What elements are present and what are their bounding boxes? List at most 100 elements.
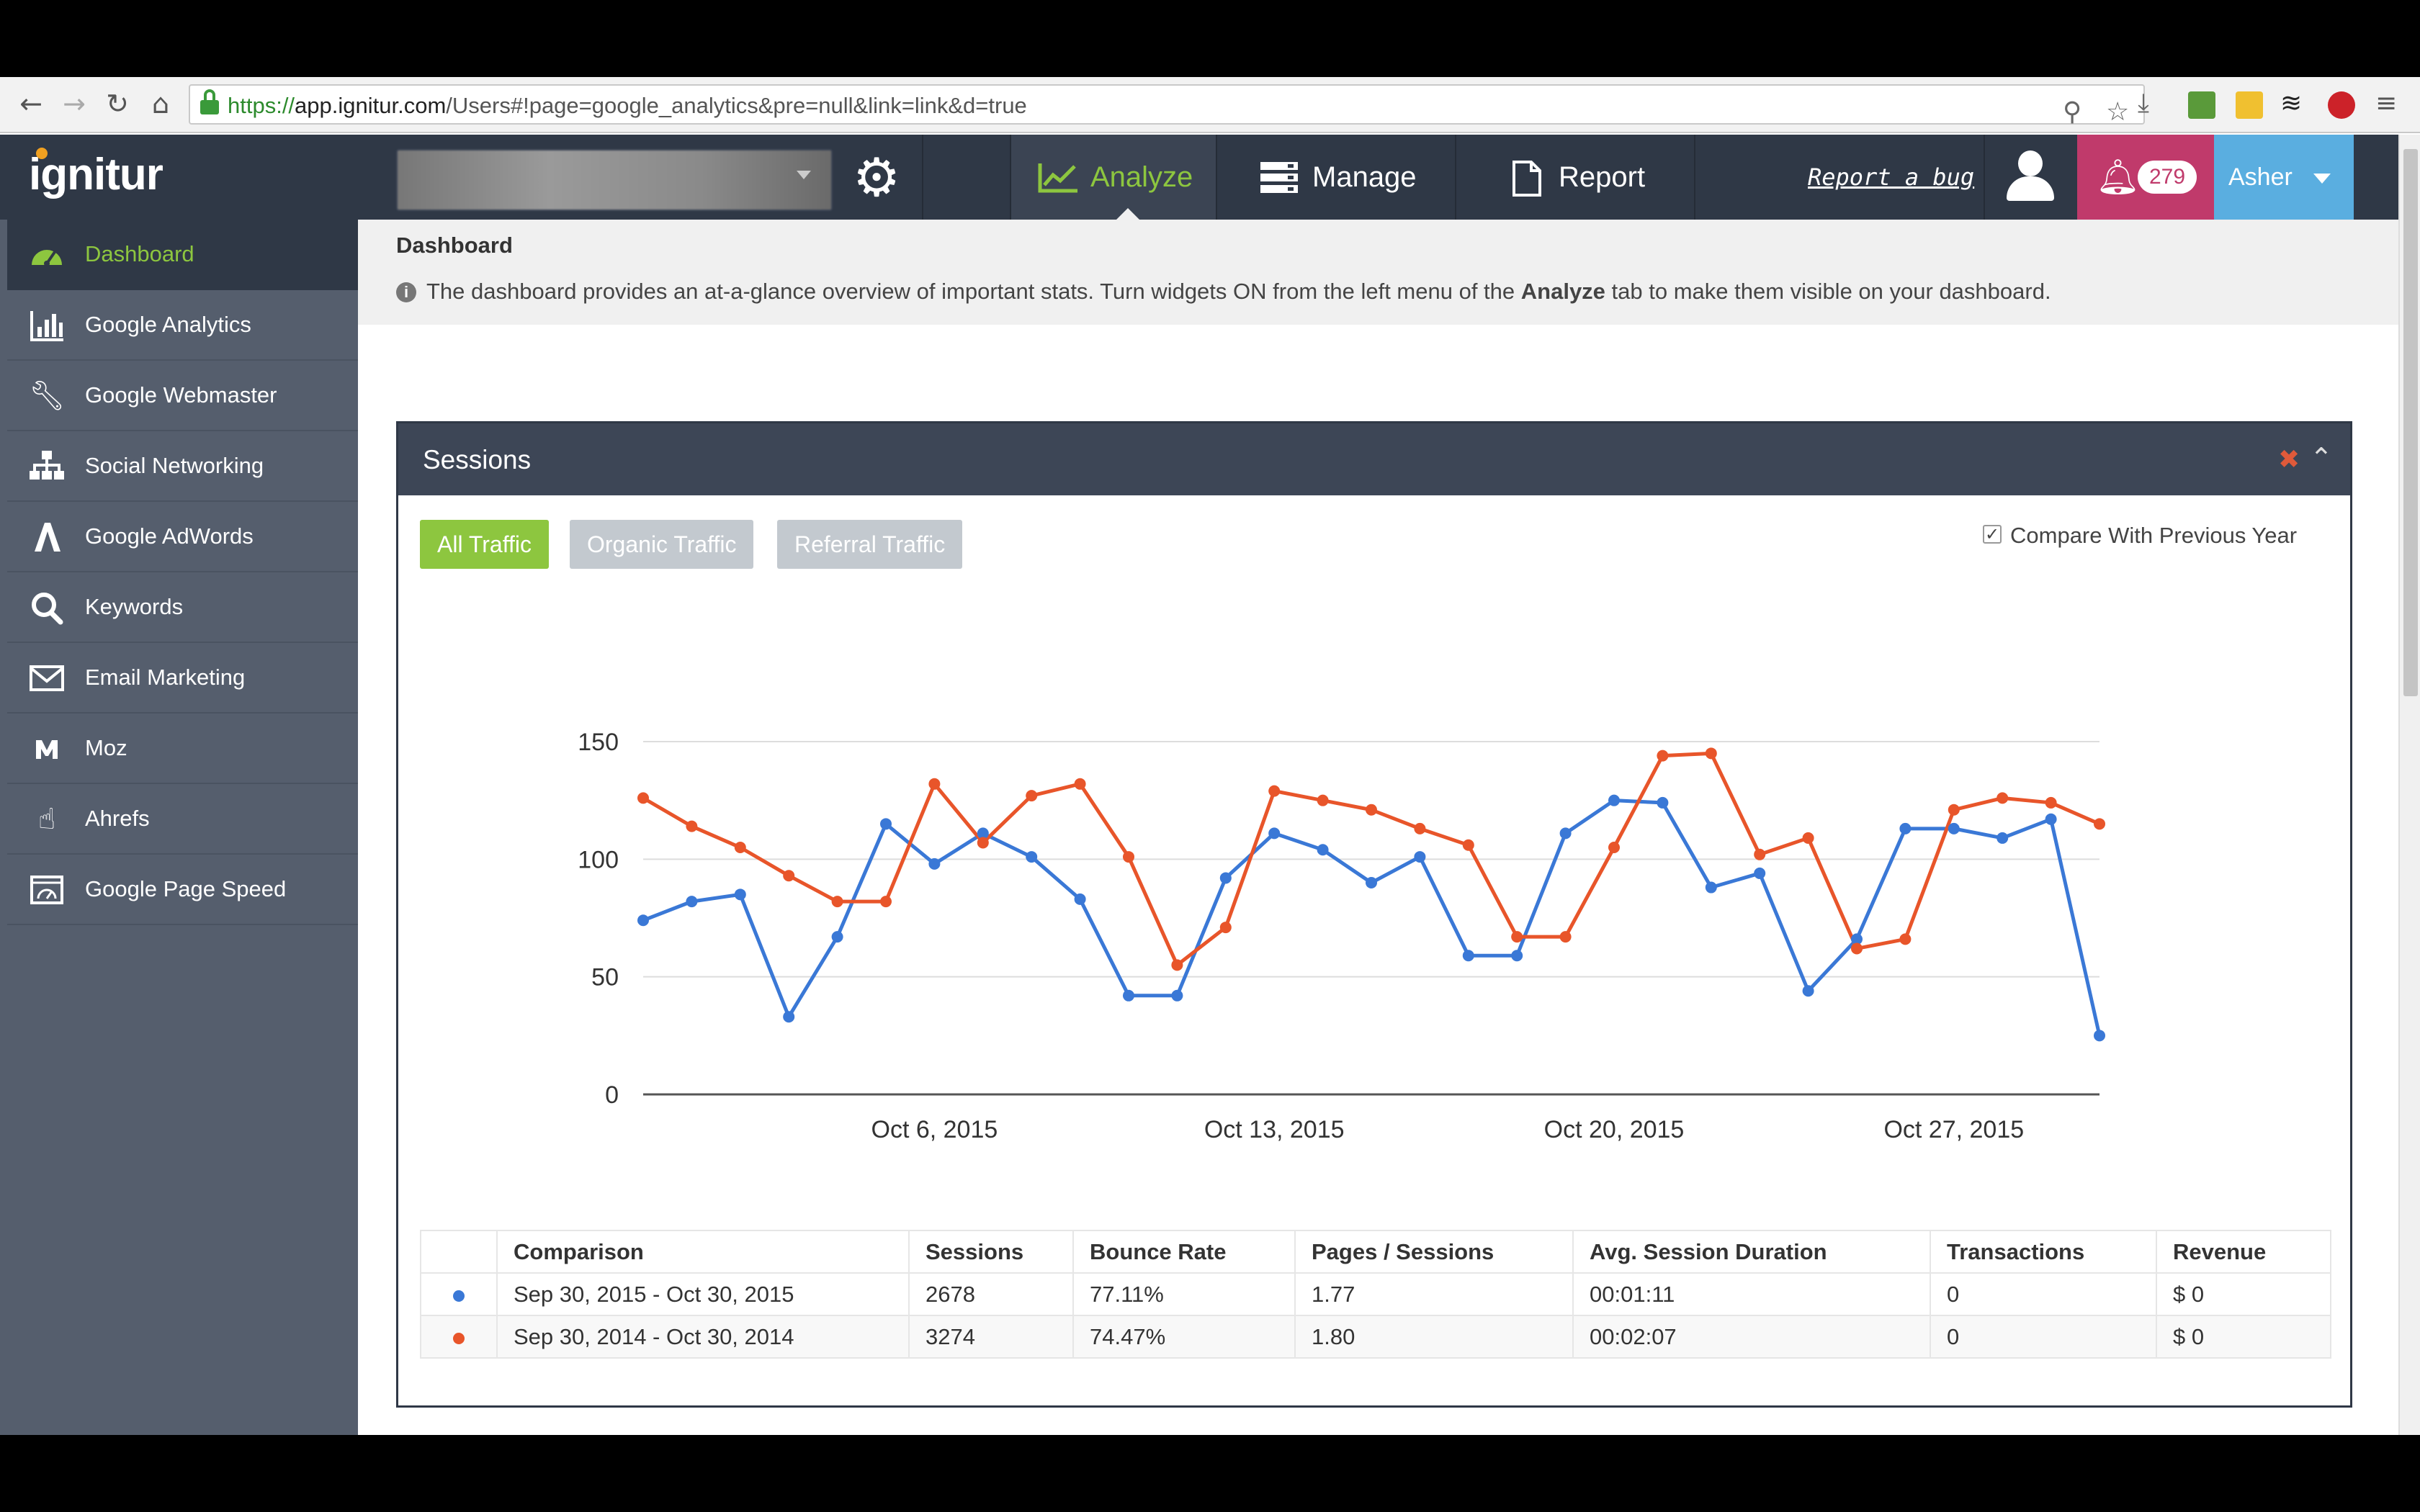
sidebar-item-moz[interactable]: Moz: [7, 714, 358, 784]
bookmark-star-icon[interactable]: ☆: [2106, 97, 2130, 127]
filter-referral-traffic[interactable]: Referral Traffic: [777, 520, 963, 569]
data-point[interactable]: [1171, 959, 1183, 971]
tab-report[interactable]: Report: [1456, 135, 1694, 220]
data-point[interactable]: [1948, 822, 1960, 834]
data-point[interactable]: [1996, 792, 2009, 804]
table-header-revenue[interactable]: Revenue: [2156, 1230, 2331, 1274]
report-bug-link[interactable]: Report a bug: [1808, 163, 1975, 191]
data-point[interactable]: [2045, 813, 2057, 825]
table-header-bounce-rate[interactable]: Bounce Rate: [1072, 1230, 1296, 1274]
data-point[interactable]: [1123, 989, 1134, 1002]
sidebar-item-ahrefs[interactable]: ☝︎ Ahrefs: [7, 784, 358, 855]
reload-icon[interactable]: ↻: [106, 88, 129, 120]
table-header-avg-session-duration[interactable]: Avg. Session Duration: [1572, 1230, 1931, 1274]
data-point[interactable]: [1074, 893, 1086, 905]
tab-analyze[interactable]: Analyze: [1011, 135, 1216, 220]
data-point[interactable]: [686, 896, 698, 908]
extension-buffer-icon[interactable]: ≋: [2280, 89, 2303, 118]
data-point[interactable]: [1414, 851, 1426, 863]
table-header-comparison[interactable]: Comparison: [496, 1230, 910, 1274]
data-point[interactable]: [1366, 804, 1377, 816]
data-point[interactable]: [1219, 922, 1232, 934]
data-point[interactable]: [1559, 827, 1572, 840]
data-point[interactable]: [1268, 827, 1281, 840]
compare-checkbox[interactable]: ✓: [1983, 525, 2002, 544]
data-point[interactable]: [1899, 933, 1912, 945]
data-point[interactable]: [1123, 851, 1134, 863]
data-point[interactable]: [928, 778, 941, 790]
home-icon[interactable]: ⌂: [151, 88, 170, 120]
data-point[interactable]: [1754, 867, 1766, 879]
data-point[interactable]: [1414, 822, 1426, 834]
data-point[interactable]: [637, 914, 649, 927]
data-point[interactable]: [1996, 832, 2009, 844]
download-icon[interactable]: ⤓: [2138, 89, 2149, 118]
data-point[interactable]: [1317, 794, 1329, 806]
data-point[interactable]: [1802, 832, 1814, 844]
data-point[interactable]: [880, 896, 892, 908]
browser-menu-icon[interactable]: ≡: [2375, 89, 2398, 118]
data-point[interactable]: [977, 827, 989, 840]
data-point[interactable]: [2045, 796, 2057, 809]
chevron-up-icon[interactable]: ⌃: [2310, 442, 2333, 474]
data-point[interactable]: [734, 888, 746, 901]
data-point[interactable]: [637, 792, 649, 804]
data-point[interactable]: [1802, 985, 1814, 997]
sidebar-item-google-analytics[interactable]: Google Analytics: [7, 290, 358, 361]
data-point[interactable]: [734, 842, 746, 853]
user-menu[interactable]: Asher: [2214, 135, 2354, 220]
zoom-icon[interactable]: ⚲: [2063, 97, 2082, 127]
data-point[interactable]: [1559, 931, 1572, 943]
close-icon[interactable]: ✖: [2278, 445, 2300, 474]
data-point[interactable]: [1219, 872, 1232, 884]
data-point[interactable]: [1511, 931, 1523, 943]
chevron-down-icon[interactable]: [797, 171, 811, 179]
data-point[interactable]: [1026, 790, 1038, 802]
table-header-pages-sessions[interactable]: Pages / Sessions: [1294, 1230, 1574, 1274]
data-point[interactable]: [783, 870, 795, 882]
data-point[interactable]: [1608, 794, 1620, 806]
sidebar-item-social-networking[interactable]: Social Networking: [7, 431, 358, 502]
data-point[interactable]: [1366, 877, 1377, 888]
extension-notes-icon[interactable]: [2236, 91, 2263, 119]
data-point[interactable]: [1705, 881, 1717, 894]
logo[interactable]: ignitur: [0, 135, 358, 220]
table-header-sessions[interactable]: Sessions: [908, 1230, 1074, 1274]
data-point[interactable]: [1851, 942, 1863, 955]
compare-previous-year[interactable]: ✓ Compare With Previous Year: [1983, 523, 2297, 549]
extension-pinterest-icon[interactable]: [2328, 91, 2355, 119]
data-point[interactable]: [880, 818, 892, 830]
data-point[interactable]: [686, 820, 698, 832]
data-point[interactable]: [2094, 818, 2105, 830]
data-point[interactable]: [928, 858, 941, 870]
data-point[interactable]: [1948, 804, 1960, 816]
data-point[interactable]: [1511, 950, 1523, 962]
address-bar[interactable]: https://app.ignitur.com/Users#!page=goog…: [189, 84, 2145, 127]
data-point[interactable]: [1074, 778, 1086, 790]
data-point[interactable]: [1462, 950, 1474, 962]
data-point[interactable]: [1705, 747, 1717, 760]
back-arrow-icon[interactable]: ←: [19, 88, 42, 120]
data-point[interactable]: [1268, 785, 1281, 797]
data-point[interactable]: [1754, 848, 1766, 860]
data-point[interactable]: [1851, 933, 1863, 945]
data-point[interactable]: [783, 1011, 795, 1023]
extension-evernote-icon[interactable]: [2188, 91, 2215, 119]
settings-gears-icon[interactable]: ⚙: [853, 147, 901, 209]
sidebar-item-keywords[interactable]: Keywords: [7, 572, 358, 643]
data-point[interactable]: [1657, 750, 1669, 762]
sidebar-item-google-page-speed[interactable]: Google Page Speed: [7, 855, 358, 925]
data-point[interactable]: [1317, 844, 1329, 856]
sidebar-item-google-adwords[interactable]: Google AdWords: [7, 502, 358, 572]
data-point[interactable]: [1462, 839, 1474, 851]
data-point[interactable]: [1026, 851, 1038, 863]
data-point[interactable]: [2094, 1030, 2105, 1042]
data-point[interactable]: [831, 931, 843, 943]
data-point[interactable]: [1657, 796, 1669, 809]
sidebar-item-email-marketing[interactable]: Email Marketing: [7, 643, 358, 714]
scrollbar-thumb[interactable]: [2403, 149, 2418, 696]
notifications-button[interactable]: 🔔︎ 279: [2077, 135, 2214, 220]
forward-arrow-icon[interactable]: →: [63, 88, 86, 120]
sidebar-item-google-webmaster[interactable]: 🔧︎ Google Webmaster: [7, 361, 358, 431]
data-point[interactable]: [1171, 989, 1183, 1002]
